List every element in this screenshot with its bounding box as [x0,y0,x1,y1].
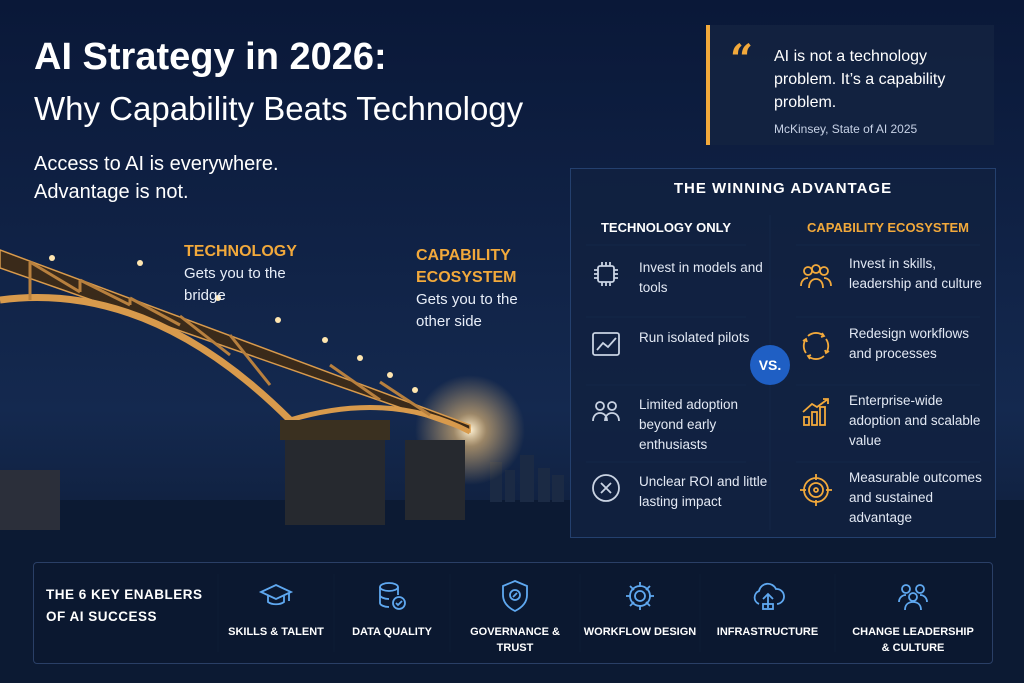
icon-graphic [502,580,528,613]
icon-graphic [802,398,829,426]
icon-graphic [594,262,618,286]
icon-graphic [592,401,620,422]
icon [588,393,624,429]
icon [798,472,834,508]
enabler-label: SKILLS & TALENT [228,626,324,638]
quote-source: McKinsey, State of AI 2025 [774,122,918,136]
icon-graphic [626,582,654,610]
comparison-item: Invest in models and tools [639,260,763,295]
comparison-item: Limited adoption beyond early enthusiast… [639,397,739,452]
icon-graphic [800,474,832,506]
quote-bar [706,25,710,145]
icon [258,578,294,614]
icon-graphic [258,584,294,606]
callout: CAPABILITY ECOSYSTEM Gets you to the oth… [416,245,546,333]
street-lights [49,255,418,393]
icon [588,470,624,506]
comparison-item: Measurable outcomes and sustained advant… [849,470,982,525]
icon [588,326,624,362]
comparison-item: Redesign workflows and processes [849,326,970,361]
quote-box [706,25,994,145]
callout-title: CAPABILITY ECOSYSTEM [416,247,517,286]
icon [798,395,834,431]
icon [750,578,786,614]
icon-graphic [592,332,620,356]
enabler-label: WORKFLOW DESIGN [583,626,697,638]
bridge [0,249,472,530]
column-heading: TECHNOLOGY ONLY [600,220,732,235]
quote-mark: “ [730,36,754,83]
icon-graphic [898,584,928,611]
enablers-bar [33,562,993,664]
callout-title: TECHNOLOGY [184,243,297,260]
icon [588,256,624,292]
vs-badge: VS. [750,345,790,385]
icon-graphic [800,264,832,289]
comparison-item: Run isolated pilots [639,330,750,345]
subtitle: Why Capability Beats Technology [34,90,524,127]
comparison-item: Invest in skills, leadership and culture [849,256,982,291]
enabler-label: CHANGE LEADERSHIP & CULTURE [852,626,974,654]
enablers-title: THE 6 KEY ENABLERS OF AI SUCCESS [46,587,203,624]
comparison-item: Enterprise-wide adoption and scalable va… [849,393,981,448]
title: AI Strategy in 2026: [34,36,387,78]
icon [798,258,834,294]
icon-graphic [802,332,830,360]
callout-text: Gets you to the other side [416,291,518,330]
callout-text: Gets you to the bridge [184,265,286,304]
icon [497,578,533,614]
callout: TECHNOLOGY Gets you to the bridge [184,241,314,307]
enabler-label: GOVERNANCE & TRUST [470,626,560,654]
enabler-label: INFRASTRUCTURE [716,626,819,638]
icon-graphic [592,474,620,502]
icon [622,578,658,614]
icon [374,578,410,614]
tagline: Access to AI is everywhere. Advantage is… [34,153,279,203]
comparison-title: THE WINNING ADVANTAGE [673,180,893,197]
column-heading: CAPABILITY ECOSYSTEM [806,220,970,235]
enabler-label: DATA QUALITY [352,626,432,638]
icon-graphic [753,582,785,610]
quote-text: AI is not a technology problem. It’s a c… [774,48,946,111]
comparison-item: Unclear ROI and little lasting impact [639,474,768,509]
skyline [490,455,564,502]
icon-graphic [379,582,406,610]
icon [798,328,834,364]
icon [895,578,931,614]
